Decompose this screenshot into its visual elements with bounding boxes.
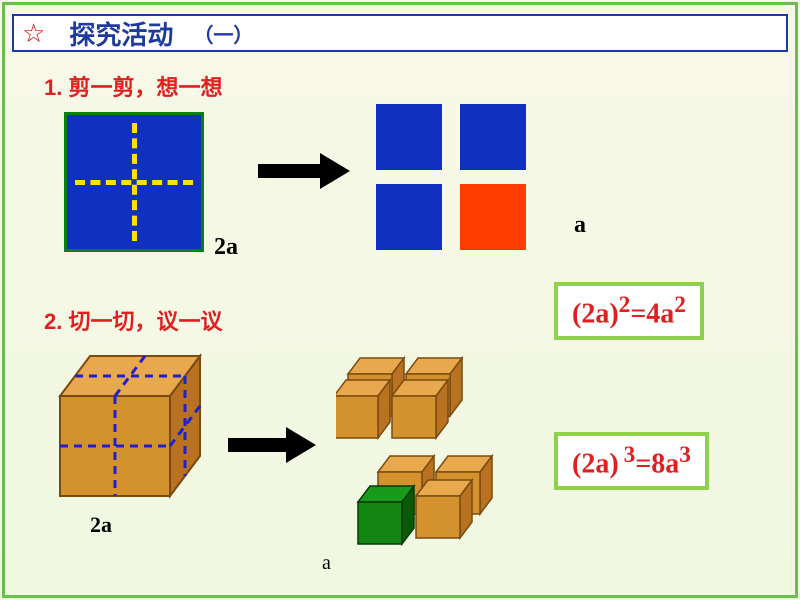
label-big-cube: 2a [90,512,112,538]
label-small-cube: a [322,552,331,575]
f2-e1: 3 [624,442,636,468]
dash-vertical [132,123,137,241]
f1-mid: =4a [630,298,674,329]
big-square [64,112,204,252]
small-square-3 [376,184,442,250]
f1-base: (2a) [572,298,619,329]
formula-square: (2a)2=4a2 [554,282,704,340]
f2-mid: =8a [635,448,679,479]
title-bar: ☆ 探究活动 （一） [12,14,788,52]
heading-1: 1. 剪一剪，想一想 [44,70,222,102]
small-cubes [336,350,556,570]
big-cube [50,346,220,506]
f2-base: (2a) [572,448,619,479]
heading-2: 2. 切一切，议一议 [44,304,222,336]
f1-e1: 2 [619,292,631,318]
f2-e2: 3 [679,442,691,468]
title-sub: （一） [193,19,253,48]
f1-e2: 2 [674,292,686,318]
star-icon: ☆ [22,18,45,49]
label-big-square: 2a [214,234,238,261]
label-small-square: a [574,212,586,239]
formula-cube: (2a) 3=8a3 [554,432,709,490]
small-square-1 [376,104,442,170]
title-main: 探究活动 [69,15,173,52]
small-square-4 [460,184,526,250]
small-square-2 [460,104,526,170]
slide: ☆ 探究活动 （一） 1. 剪一剪，想一想 2a a (2a)2=4a2 2. … [0,0,800,600]
